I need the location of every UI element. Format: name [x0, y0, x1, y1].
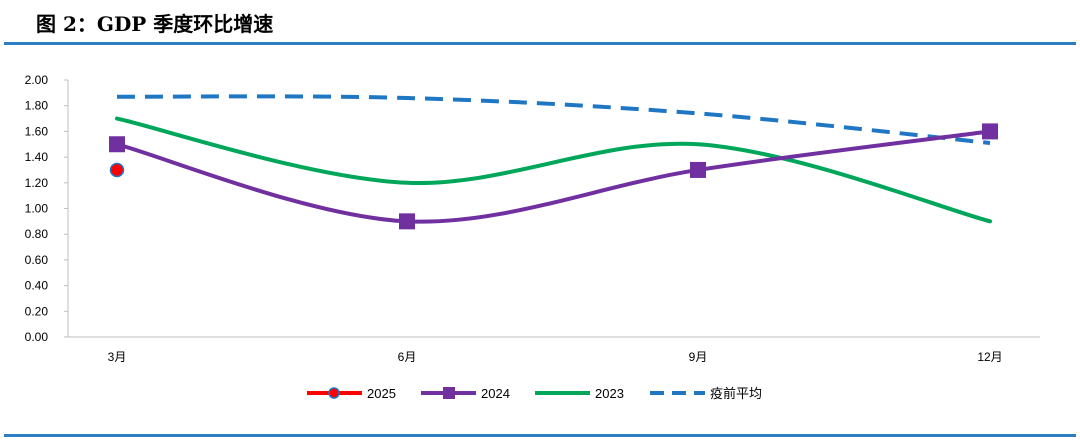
- legend-label-1: 2024: [481, 386, 510, 401]
- y-tick-label: 0.40: [25, 279, 49, 293]
- y-tick-label: 0.80: [25, 227, 49, 241]
- series-1-point: [982, 123, 998, 140]
- legend-label-0: 2025: [367, 386, 396, 401]
- y-tick-label: 0.20: [25, 304, 49, 318]
- y-tick-label: 1.60: [25, 124, 49, 138]
- legend-marker-1: [443, 387, 455, 399]
- x-tick-label: 3月: [108, 350, 127, 364]
- figure-title: 图 2：GDP 季度环比增速: [36, 12, 274, 36]
- y-tick-label: 0.00: [25, 330, 49, 344]
- series-2-line: [115, 116, 992, 224]
- x-tick-label: 12月: [977, 350, 1002, 364]
- y-tick-label: 1.80: [25, 99, 49, 113]
- x-tick-label: 9月: [689, 350, 708, 364]
- legend-label-3: 疫前平均: [710, 386, 762, 401]
- bottom-rule: [4, 434, 1076, 437]
- series-1-line: [115, 129, 992, 224]
- y-tick-label: 2.00: [25, 73, 49, 87]
- series-1-point: [109, 136, 125, 153]
- top-rule: [4, 42, 1076, 45]
- series-3-line: [116, 94, 991, 145]
- y-tick-label: 1.20: [25, 176, 49, 190]
- series-1-point: [690, 161, 706, 178]
- series-1-point: [399, 213, 415, 230]
- legend-marker-0: [328, 387, 340, 399]
- y-tick-label: 1.00: [25, 202, 49, 216]
- x-tick-label: 6月: [398, 350, 417, 364]
- legend-label-2: 2023: [595, 386, 624, 401]
- y-tick-label: 0.60: [25, 253, 49, 267]
- y-tick-label: 1.40: [25, 150, 49, 164]
- series-0-point: [109, 162, 125, 178]
